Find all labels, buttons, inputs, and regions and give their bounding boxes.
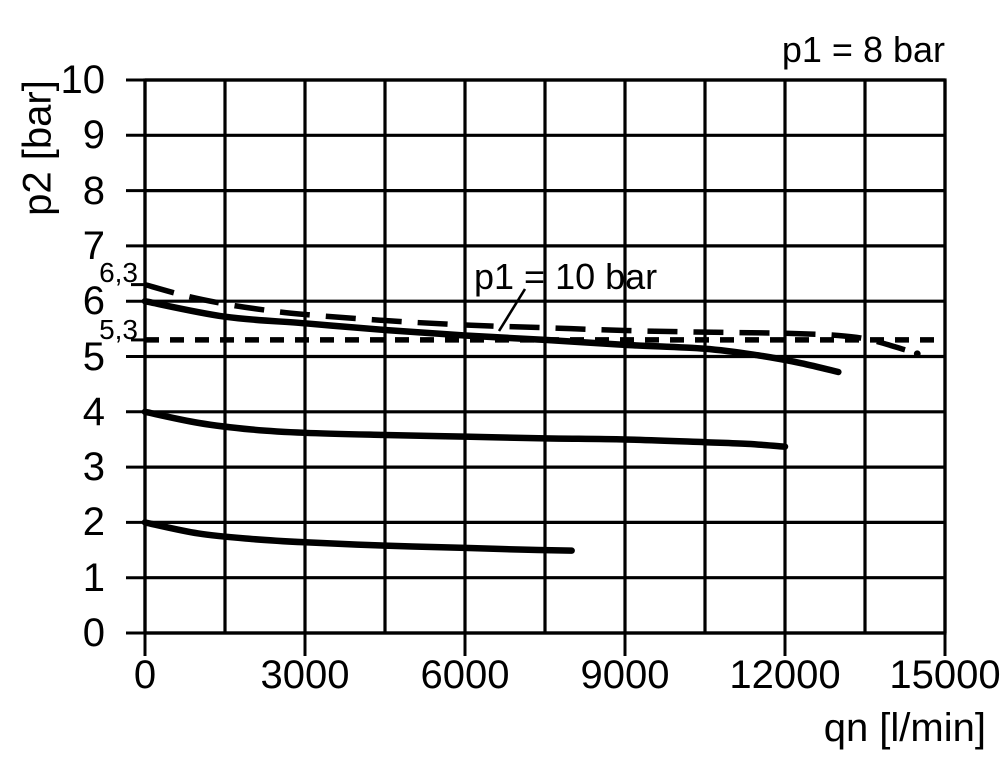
curve-solid (141, 519, 575, 554)
y-value-label-6-3: 6,3 (99, 257, 138, 288)
y-tick-label: 8 (82, 168, 105, 213)
y-tick-label: 7 (82, 223, 105, 268)
x-tick-label: 6000 (420, 653, 510, 697)
y-tick-label: 6 (82, 279, 105, 324)
y-tick-label: 9 (82, 113, 105, 158)
x-tick-label: 12000 (729, 653, 841, 697)
y-tick-label: 3 (82, 445, 105, 490)
annotation-leader-line (497, 288, 527, 332)
curve-solid (141, 297, 842, 376)
grid-lines (143, 78, 947, 635)
curve-solid (141, 408, 789, 450)
y-tick-label: 0 (82, 611, 105, 655)
y-tick-label: 2 (82, 500, 105, 545)
y-tick-label: 5 (82, 334, 105, 379)
x-axis-title: qn [l/min] (823, 706, 986, 750)
x-tick-label: 9000 (580, 653, 670, 697)
curve-end-dot (913, 350, 921, 358)
inlet-pressure-8bar-annotation: p1 = 8 bar (781, 29, 945, 70)
inlet-pressure-10bar-annotation: p1 = 10 bar (474, 256, 658, 297)
y-tick-label: 4 (82, 389, 105, 434)
x-tick-label: 3000 (260, 653, 350, 697)
y-value-label-5-3: 5,3 (99, 314, 138, 345)
y-tick-label: 1 (82, 555, 105, 600)
x-tick-label: 15000 (889, 653, 1000, 697)
x-tick-label: 0 (133, 653, 157, 697)
flow-curves (141, 281, 935, 554)
y-tick-label: 10 (60, 58, 106, 102)
